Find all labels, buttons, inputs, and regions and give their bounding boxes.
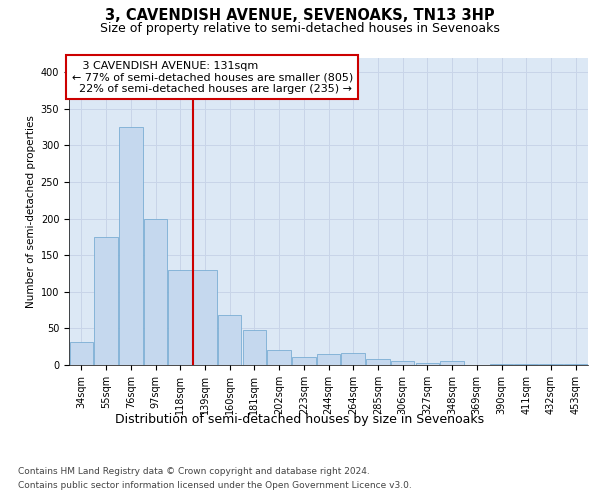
Text: 3 CAVENDISH AVENUE: 131sqm
← 77% of semi-detached houses are smaller (805)
  22%: 3 CAVENDISH AVENUE: 131sqm ← 77% of semi… [71, 60, 353, 94]
Bar [564, 364, 587, 365]
Bar [119, 127, 143, 365]
Bar [169, 270, 192, 365]
Text: 3, CAVENDISH AVENUE, SEVENOAKS, TN13 3HP: 3, CAVENDISH AVENUE, SEVENOAKS, TN13 3HP [105, 8, 495, 22]
Bar [292, 357, 316, 365]
Bar [391, 362, 415, 365]
Bar [193, 270, 217, 365]
Bar [268, 350, 291, 365]
Y-axis label: Number of semi-detached properties: Number of semi-detached properties [26, 115, 37, 308]
Bar [218, 315, 241, 365]
Bar [366, 359, 389, 365]
Text: Distribution of semi-detached houses by size in Sevenoaks: Distribution of semi-detached houses by … [115, 412, 485, 426]
Bar [242, 330, 266, 365]
Text: Contains public sector information licensed under the Open Government Licence v3: Contains public sector information licen… [18, 481, 412, 490]
Bar [70, 342, 93, 365]
Bar [440, 362, 464, 365]
Bar [416, 363, 439, 365]
Bar [341, 352, 365, 365]
Bar [539, 364, 563, 365]
Bar [144, 218, 167, 365]
Text: Size of property relative to semi-detached houses in Sevenoaks: Size of property relative to semi-detach… [100, 22, 500, 35]
Text: Contains HM Land Registry data © Crown copyright and database right 2024.: Contains HM Land Registry data © Crown c… [18, 468, 370, 476]
Bar [94, 237, 118, 365]
Bar [490, 364, 513, 365]
Bar [514, 364, 538, 365]
Bar [317, 354, 340, 365]
